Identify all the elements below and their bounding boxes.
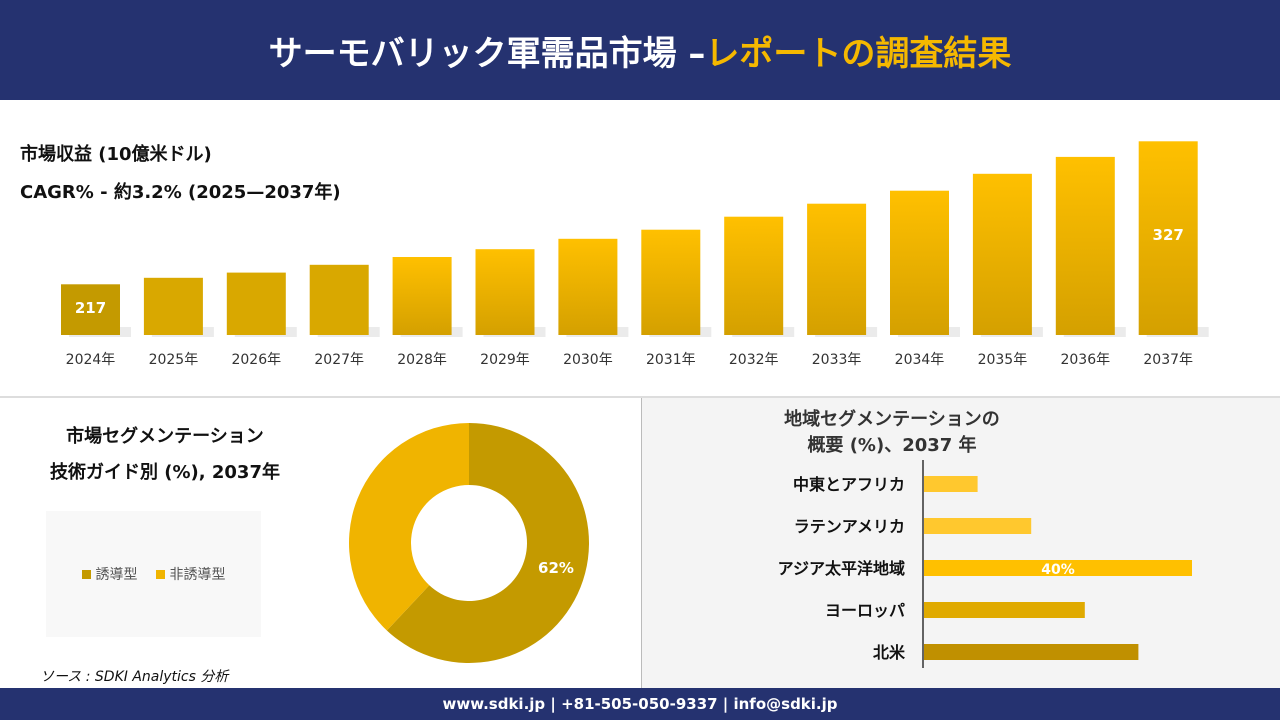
revenue-bar-2025年 (143, 277, 203, 335)
legend-item-guided: 誘導型 (81, 564, 138, 584)
bar-data-label: 217 (75, 299, 106, 317)
region-label: ラテンアメリカ (794, 517, 905, 536)
x-tick-label: 2024年 (66, 352, 116, 368)
revenue-bar-2024年 (61, 284, 120, 335)
x-tick-label: 2028年 (397, 352, 447, 368)
revenue-bar-chart: 2024年 217 2025年 2026年 2027年 2028年 2029年 2030年 20… (61, 141, 1209, 368)
revenue-bar-2026年 (226, 272, 286, 335)
slice-data-label: 62% (538, 559, 574, 577)
region-chart-title: 地域セグメンテーションの (784, 409, 1000, 430)
regional-panel: 地域セグメンテーションの 概要 (%)、2037 年 中東とアフリカ ラテンアメリ… (641, 398, 1280, 688)
x-tick-label: 2027年 (314, 352, 364, 368)
revenue-chart-title: 市場収益 (10億米ドル) (20, 144, 212, 165)
revenue-bar-2028年 (392, 257, 452, 335)
revenue-bar-2029年 (475, 249, 535, 335)
revenue-chart-cagr: CAGR% - 約3.2% (2025—2037年) (20, 182, 341, 203)
revenue-bar-2027年 (309, 264, 369, 335)
technology-donut-chart: 62% (348, 423, 589, 663)
legend-swatch (81, 570, 91, 579)
revenue-bar-2036年 (1055, 156, 1115, 335)
bar-data-label: 327 (1153, 226, 1184, 244)
x-tick-label: 2025年 (149, 352, 199, 368)
page-title-accent: レポートの調査結果 (705, 33, 1012, 74)
donut-slice-誘導型 (386, 423, 589, 663)
revenue-bar-2033年 (807, 203, 867, 335)
region-label: ヨーロッパ (825, 601, 905, 620)
revenue-bar-2035年 (972, 173, 1032, 335)
bar-data-label: 40% (1041, 562, 1075, 578)
x-tick-label: 2035年 (978, 352, 1028, 368)
region-label: 中東とアフリカ (793, 475, 905, 494)
x-tick-label: 2032年 (729, 352, 779, 368)
region-label: 北米 (873, 643, 906, 662)
segment-chart-subtitle: 技術ガイド別 (%), 2037年 (50, 462, 280, 483)
legend-label: 誘導型 (95, 567, 138, 583)
page-header: サーモバリック軍需品市場 – レポートの調査結果 (0, 0, 1280, 100)
revenue-bar-2031年 (641, 229, 701, 335)
page-title: サーモバリック軍需品市場 – (268, 33, 706, 74)
x-tick-label: 2033年 (812, 352, 862, 368)
section-divider (0, 396, 1280, 398)
revenue-bar-2032年 (724, 216, 784, 335)
legend-item-unguided: 非誘導型 (155, 564, 226, 584)
revenue-bar-2034年 (890, 190, 949, 335)
x-tick-label: 2030年 (563, 352, 613, 368)
x-tick-label: 2026年 (231, 352, 281, 368)
region-chart-subtitle: 概要 (%)、2037 年 (807, 435, 977, 456)
legend-label: 非誘導型 (169, 567, 226, 583)
segment-chart-title: 市場セグメンテーション (66, 426, 264, 447)
revenue-bar-2030年 (558, 238, 618, 335)
revenue-bar-2037年 (1138, 141, 1198, 335)
x-tick-label: 2029年 (480, 352, 530, 368)
legend-swatch (155, 570, 165, 579)
region-bar-4 (924, 644, 1139, 660)
donut-legend: 誘導型 非誘導型 (46, 511, 261, 637)
x-tick-label: 2031年 (646, 352, 696, 368)
footer-contact: www.sdki.jp | +81-505-050-9337 | info@sd… (0, 688, 1280, 720)
x-tick-label: 2037年 (1143, 352, 1193, 368)
x-tick-label: 2034年 (895, 352, 945, 368)
region-bar-0 (924, 476, 978, 492)
region-bar-1 (924, 518, 1032, 534)
x-tick-label: 2036年 (1060, 352, 1110, 368)
region-bar-3 (924, 602, 1085, 618)
region-bar-2 (924, 560, 1192, 576)
donut-slice-非誘導型 (348, 423, 469, 631)
region-label: アジア太平洋地域 (778, 559, 905, 578)
source-note: ソース : SDKI Analytics 分析 (40, 669, 229, 685)
